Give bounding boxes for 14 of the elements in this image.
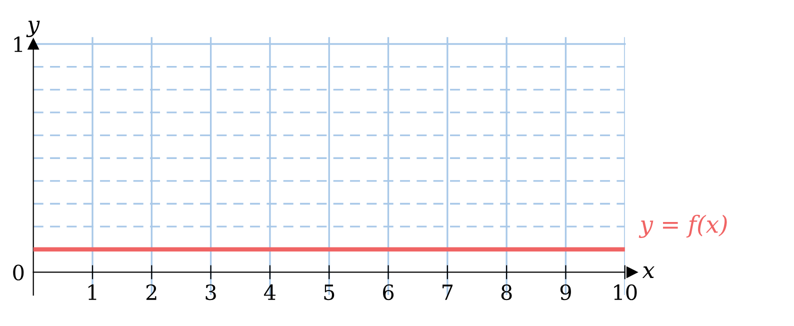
x-tick-label: 1 (88, 284, 96, 300)
x-tick-label: 3 (206, 284, 216, 300)
x-tick-label: 9 (560, 284, 571, 300)
x-axis-title: x (642, 266, 654, 278)
x-tick-label: 8 (501, 284, 512, 300)
x-tick-label: 7 (442, 284, 453, 300)
x-tick-label: 6 (383, 284, 394, 300)
x-tick-label: 10 (614, 284, 637, 300)
x-tick-label: 2 (146, 284, 156, 300)
x-tick-label: 5 (324, 284, 334, 300)
series-label: y = f(x) (638, 214, 727, 238)
x-tick-label: 4 (264, 284, 276, 300)
y-tick-label: 0 (13, 264, 24, 280)
y-axis-title: y (26, 20, 40, 38)
